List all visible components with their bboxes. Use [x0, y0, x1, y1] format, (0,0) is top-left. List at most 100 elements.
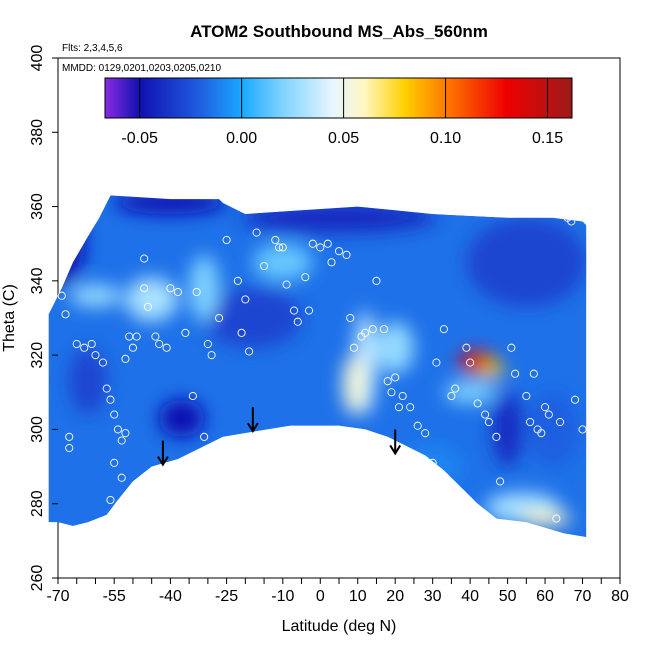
observation-point [496, 477, 505, 486]
field-patch [114, 195, 227, 215]
y-tick-label: 260 [29, 565, 46, 592]
field-patch [481, 362, 504, 378]
observation-point [233, 276, 242, 285]
observation-point [301, 273, 310, 282]
observation-point [372, 276, 381, 285]
observation-point [192, 287, 201, 297]
observation-point [91, 351, 100, 360]
observation-point [102, 384, 111, 393]
observation-point [556, 417, 565, 427]
y-tick-label: 280 [29, 490, 46, 517]
y-axis: 260 280 300 320 340 360 380 400 [29, 45, 58, 592]
x-tick-label: 0 [316, 588, 325, 605]
observation-point [484, 417, 493, 427]
observation-point [260, 261, 269, 271]
observation-point [578, 425, 587, 434]
colorbar-tick-label: 0.15 [532, 130, 563, 147]
observation-point [526, 417, 535, 427]
observation-point [241, 295, 250, 304]
observation-point [65, 432, 74, 441]
observation-point [387, 388, 396, 397]
colorbar-tick-label: 0.00 [226, 130, 257, 147]
observation-point [308, 239, 317, 248]
observation-point [406, 403, 415, 412]
observation-points [57, 213, 587, 523]
observation-point [346, 313, 355, 323]
observation-point [447, 391, 456, 401]
observation-point [121, 354, 130, 363]
observation-point [106, 395, 115, 404]
observation-point [222, 235, 231, 245]
observation-point [567, 217, 576, 226]
observation-point [57, 291, 66, 300]
observation-point [289, 306, 299, 315]
observation-point [466, 358, 475, 367]
observation-point [421, 429, 430, 438]
field-patch [189, 254, 220, 322]
colorbar-tick-label: 0.10 [430, 130, 461, 147]
down-arrow [246, 407, 259, 434]
observation-point [110, 458, 119, 467]
observation-point [379, 325, 389, 334]
observation-point [316, 243, 325, 252]
observation-point [462, 343, 471, 352]
observation-point [200, 432, 209, 441]
observation-point [473, 399, 482, 408]
field-patch [342, 355, 366, 415]
field-patch [518, 511, 572, 526]
x-tick-label: 50 [499, 588, 517, 605]
observation-point [132, 332, 141, 341]
x-tick-label: -10 [271, 588, 294, 605]
observation-point [323, 239, 332, 248]
observation-point [215, 313, 224, 323]
x-tick-label: 40 [461, 588, 479, 605]
observation-point [304, 306, 314, 315]
observation-point [173, 287, 182, 297]
observation-point [166, 284, 175, 293]
observation-point [368, 325, 377, 334]
observation-point [188, 391, 197, 401]
field-patch [241, 202, 437, 233]
x-tick-label: -70 [46, 588, 69, 605]
field-patch [69, 284, 122, 307]
observation-point [203, 339, 212, 349]
down-arrow [157, 440, 169, 467]
field-patch [376, 321, 414, 374]
observation-point [451, 384, 460, 393]
observation-point [383, 377, 392, 386]
y-axis-label: Theta (C) [1, 284, 18, 352]
x-tick-label: 60 [536, 588, 554, 605]
field-patch [466, 217, 587, 307]
field-patch [125, 277, 178, 322]
observation-point [121, 429, 130, 438]
observation-point [541, 403, 550, 412]
observation-point [61, 310, 70, 319]
observation-point [128, 343, 137, 352]
y-tick-label: 320 [29, 342, 46, 369]
observation-point [327, 258, 336, 267]
observation-point [394, 403, 403, 412]
observation-point [511, 369, 520, 378]
observation-point [151, 332, 160, 341]
observation-point [143, 302, 152, 311]
observation-point [481, 410, 490, 419]
observation-point [282, 280, 291, 289]
observation-point [439, 325, 448, 334]
observation-point [275, 243, 284, 252]
observation-point [293, 317, 302, 326]
observation-point [391, 373, 400, 382]
observation-point [245, 347, 254, 356]
field-patch [252, 243, 313, 281]
arrows [157, 407, 402, 467]
colorbar-tick-label: 0.05 [328, 130, 359, 147]
x-axis-label: Latitude (deg N) [282, 618, 397, 635]
observation-point [349, 343, 359, 352]
observation-point [117, 473, 126, 482]
observation-point [65, 443, 74, 453]
observation-point [492, 432, 501, 441]
field-patch [69, 347, 107, 415]
colorbar-ticks: -0.05 0.00 0.05 0.10 0.15 [121, 78, 563, 147]
observation-point [522, 391, 531, 401]
colorbar: -0.05 0.00 0.05 0.10 0.15 [104, 77, 573, 147]
